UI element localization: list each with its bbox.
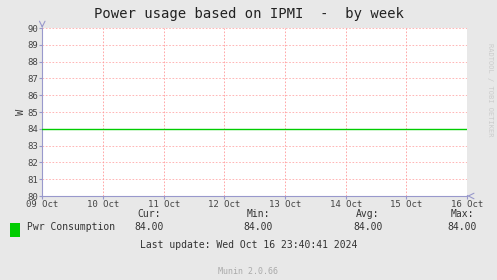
Text: 84.00: 84.00	[353, 222, 383, 232]
Text: 84.00: 84.00	[447, 222, 477, 232]
Text: Pwr Consumption: Pwr Consumption	[27, 222, 115, 232]
Text: 84.00: 84.00	[244, 222, 273, 232]
Text: Min:: Min:	[247, 209, 270, 219]
Text: 84.00: 84.00	[134, 222, 164, 232]
Text: Power usage based on IPMI  -  by week: Power usage based on IPMI - by week	[93, 7, 404, 21]
Text: Avg:: Avg:	[356, 209, 380, 219]
Text: RADTOOL / TOBI OETIKER: RADTOOL / TOBI OETIKER	[487, 43, 493, 136]
Text: Munin 2.0.66: Munin 2.0.66	[219, 267, 278, 276]
Text: Last update: Wed Oct 16 23:40:41 2024: Last update: Wed Oct 16 23:40:41 2024	[140, 240, 357, 250]
Text: Max:: Max:	[450, 209, 474, 219]
Y-axis label: W: W	[16, 109, 26, 115]
Text: Cur:: Cur:	[137, 209, 161, 219]
